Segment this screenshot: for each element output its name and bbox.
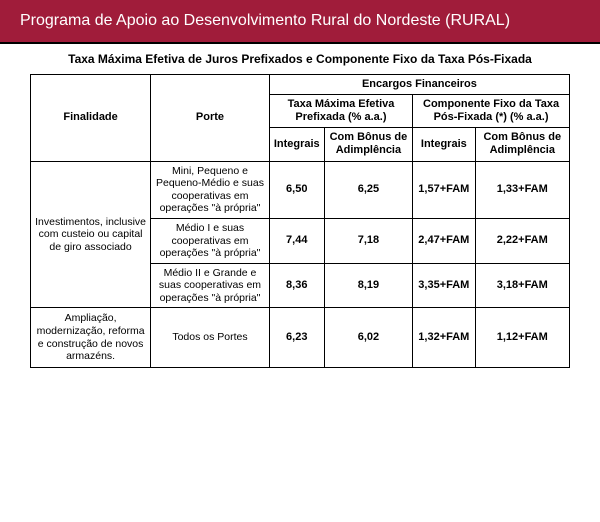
th-pre-integrais: Integrais (269, 128, 324, 161)
cell-pre-bon: 6,25 (324, 161, 412, 218)
cell-porte: Médio I e suas cooperativas em operações… (151, 218, 270, 263)
th-pre-bonus: Com Bônus de Adimplência (324, 128, 412, 161)
program-header: Programa de Apoio ao Desenvolvimento Rur… (0, 0, 600, 44)
th-finalidade: Finalidade (31, 74, 151, 161)
cell-pre-bon: 8,19 (324, 263, 412, 308)
cell-pos-int: 1,57+FAM (413, 161, 475, 218)
th-pos-bonus: Com Bônus de Adimplência (475, 128, 569, 161)
cell-pos-int: 1,32+FAM (413, 308, 475, 367)
cell-pre-int: 8,36 (269, 263, 324, 308)
table-title: Taxa Máxima Efetiva de Juros Prefixados … (30, 52, 570, 68)
cell-pos-int: 3,35+FAM (413, 263, 475, 308)
content-area: Taxa Máxima Efetiva de Juros Prefixados … (0, 44, 600, 378)
cell-pos-bon: 3,18+FAM (475, 263, 569, 308)
cell-finalidade: Investimentos, inclusive com custeio ou … (31, 161, 151, 308)
rates-table: Finalidade Porte Encargos Financeiros Ta… (30, 74, 570, 368)
cell-porte: Mini, Pequeno e Pequeno-Médio e suas coo… (151, 161, 270, 218)
cell-pre-bon: 6,02 (324, 308, 412, 367)
table-body: Investimentos, inclusive com custeio ou … (31, 161, 570, 367)
cell-pos-bon: 2,22+FAM (475, 218, 569, 263)
th-posfixada: Componente Fixo da Taxa Pós-Fixada (*) (… (413, 94, 570, 127)
cell-porte: Médio II e Grande e suas cooperativas em… (151, 263, 270, 308)
cell-pos-bon: 1,12+FAM (475, 308, 569, 367)
th-pos-integrais: Integrais (413, 128, 475, 161)
th-prefixada: Taxa Máxima Efetiva Prefixada (% a.a.) (269, 94, 412, 127)
table-row: Ampliação, modernização, reforma e const… (31, 308, 570, 367)
th-encargos: Encargos Financeiros (269, 74, 569, 94)
cell-pre-int: 6,50 (269, 161, 324, 218)
cell-porte: Todos os Portes (151, 308, 270, 367)
cell-finalidade: Ampliação, modernização, reforma e const… (31, 308, 151, 367)
table-row: Investimentos, inclusive com custeio ou … (31, 161, 570, 218)
th-porte: Porte (151, 74, 270, 161)
cell-pre-int: 7,44 (269, 218, 324, 263)
cell-pos-int: 2,47+FAM (413, 218, 475, 263)
cell-pre-int: 6,23 (269, 308, 324, 367)
cell-pos-bon: 1,33+FAM (475, 161, 569, 218)
cell-pre-bon: 7,18 (324, 218, 412, 263)
